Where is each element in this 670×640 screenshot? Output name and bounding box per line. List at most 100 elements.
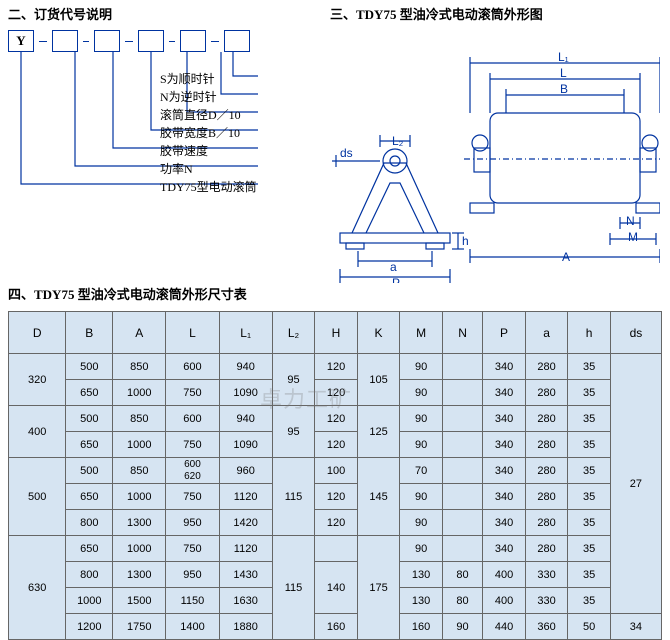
- cell-L2: 95: [272, 406, 315, 458]
- cell-L1: 960: [219, 458, 272, 484]
- cell-N: 80: [442, 562, 482, 588]
- cell-L2: 115: [272, 458, 315, 536]
- cell-B: 650: [66, 380, 113, 406]
- code-box-3: [138, 30, 164, 52]
- cell-L: 600: [166, 406, 219, 432]
- cell-A: 850: [113, 354, 166, 380]
- cell-L: 1150: [166, 588, 219, 614]
- cell-H: [315, 536, 358, 562]
- cell-L1: 1430: [219, 562, 272, 588]
- code-box-2: [94, 30, 120, 52]
- cell-L2: 95: [272, 354, 315, 406]
- table-row: 5005008506006209601151001457034028035: [9, 458, 662, 484]
- col-h: h: [568, 312, 611, 354]
- dash: [125, 41, 133, 42]
- table-row: 650100075010901209034028035: [9, 380, 662, 406]
- cell-a: 280: [525, 536, 568, 562]
- cell-H: 120: [315, 380, 358, 406]
- cell-P: 340: [483, 432, 526, 458]
- dash: [39, 41, 47, 42]
- table-row: 1200175014001880160160904403605034: [9, 614, 662, 640]
- cell-P: 340: [483, 484, 526, 510]
- cell-M: 160: [400, 614, 443, 640]
- cell-A: 1500: [113, 588, 166, 614]
- cell-P: 340: [483, 458, 526, 484]
- col-a: a: [525, 312, 568, 354]
- cell-L1: 940: [219, 354, 272, 380]
- cell-a: 280: [525, 406, 568, 432]
- cell-L: 750: [166, 432, 219, 458]
- cell-a: 280: [525, 432, 568, 458]
- cell-M: 90: [400, 380, 443, 406]
- cell-D: 500: [9, 458, 66, 536]
- cell-M: 90: [400, 484, 443, 510]
- cell-A: 1300: [113, 562, 166, 588]
- section-dimension-table: 四、TDY75 型油冷式电动滚筒外形尺寸表 DBALL₁L₂HKMNPahds …: [8, 284, 662, 640]
- cell-A: 1300: [113, 510, 166, 536]
- cell-A: 850: [113, 458, 166, 484]
- cell-P: 340: [483, 380, 526, 406]
- cell-P: 340: [483, 536, 526, 562]
- label-b: 胶带宽度B／10: [160, 124, 240, 141]
- cell-P: 340: [483, 406, 526, 432]
- col-L₁: L₁: [219, 312, 272, 354]
- cell-M: 90: [400, 354, 443, 380]
- cell-M: 90: [400, 510, 443, 536]
- dim-b: B: [560, 82, 568, 96]
- cell-N: [442, 406, 482, 432]
- cell-N: [442, 484, 482, 510]
- dim-a: a: [390, 260, 397, 274]
- cell-N: [442, 510, 482, 536]
- dim-n: N: [626, 214, 635, 228]
- cell-N: 90: [442, 614, 482, 640]
- section4-title: 四、TDY75 型油冷式电动滚筒外形尺寸表: [8, 284, 662, 303]
- outline-svg: L₂ ds a P h L₁ L B K H N M A: [330, 23, 660, 283]
- cell-K: 175: [357, 536, 400, 640]
- label-d: 滚筒直径D／10: [160, 106, 241, 123]
- cell-B: 650: [66, 484, 113, 510]
- cell-A: 1000: [113, 484, 166, 510]
- cell-a: 280: [525, 510, 568, 536]
- cell-B: 650: [66, 536, 113, 562]
- cell-h: 35: [568, 588, 611, 614]
- cell-B: 500: [66, 406, 113, 432]
- cell-h: 35: [568, 562, 611, 588]
- cell-B: 650: [66, 432, 113, 458]
- cell-P: 400: [483, 588, 526, 614]
- cell-K: 105: [357, 354, 400, 406]
- cell-N: [442, 536, 482, 562]
- cell-h: 35: [568, 510, 611, 536]
- dim-l1: L₁: [558, 50, 569, 64]
- cell-a: 280: [525, 484, 568, 510]
- col-B: B: [66, 312, 113, 354]
- col-ds: ds: [610, 312, 661, 354]
- table-row: 32050085060094095120105903402803527: [9, 354, 662, 380]
- cell-P: 400: [483, 562, 526, 588]
- dim-m: M: [628, 230, 638, 244]
- label-n: N为逆时针: [160, 88, 217, 105]
- col-L₂: L₂: [272, 312, 315, 354]
- cell-L1: 1420: [219, 510, 272, 536]
- cell-ds: 27: [610, 354, 661, 614]
- dim-ds: ds: [340, 146, 353, 160]
- code-box-5: [224, 30, 250, 52]
- cell-L: 750: [166, 380, 219, 406]
- code-box-1: [52, 30, 78, 52]
- col-H: H: [315, 312, 358, 354]
- col-N: N: [442, 312, 482, 354]
- cell-H: 100: [315, 458, 358, 484]
- cell-M: 70: [400, 458, 443, 484]
- cell-N: 80: [442, 588, 482, 614]
- dim-a2: A: [562, 250, 570, 264]
- cell-M: 90: [400, 536, 443, 562]
- cell-a: 280: [525, 380, 568, 406]
- col-P: P: [483, 312, 526, 354]
- cell-L1: 1090: [219, 432, 272, 458]
- dash: [169, 41, 175, 42]
- cell-h: 35: [568, 354, 611, 380]
- cell-A: 1000: [113, 536, 166, 562]
- cell-L: 750: [166, 484, 219, 510]
- cell-L: 1400: [166, 614, 219, 640]
- cell-N: [442, 432, 482, 458]
- cell-A: 1000: [113, 432, 166, 458]
